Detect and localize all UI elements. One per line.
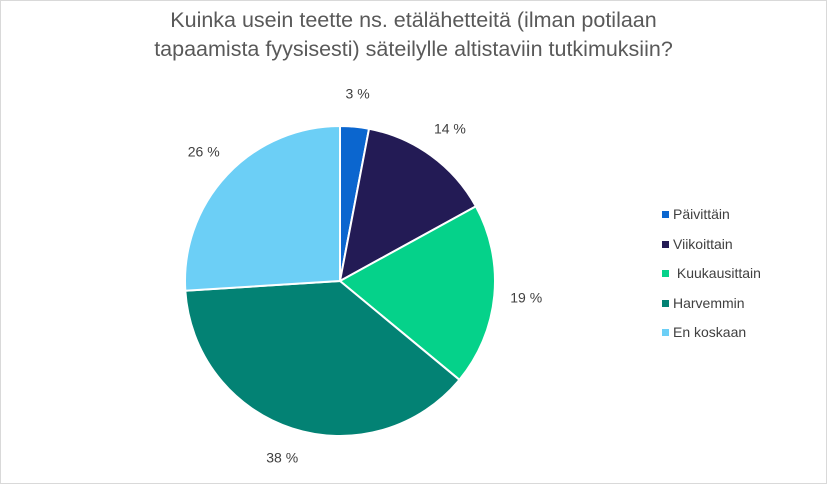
data-label-paivittain: 3 % (346, 86, 370, 102)
data-label-harvemmin: 38 % (266, 450, 298, 466)
data-label-en-koskaan: 26 % (188, 144, 220, 160)
legend-item-kuukausittain: Kuukausittain (662, 264, 761, 294)
legend-label-harvemmin: Harvemmin (673, 294, 745, 311)
legend-item-paivittain: Päivittäin (662, 205, 730, 235)
chart-title-line-1: Kuinka usein teette ns. etälähetteitä (i… (170, 8, 657, 32)
legend-swatch-paivittain (662, 211, 669, 218)
legend-label-viikoittain: Viikoittain (673, 235, 733, 252)
pie-slice-harvemmin (184, 279, 461, 437)
pie-slice-kuukausittain (338, 204, 496, 382)
pie-slice-viikoittain (338, 127, 478, 283)
data-label-kuukausittain: 19 % (510, 289, 542, 305)
data-label-viikoittain: 14 % (434, 120, 466, 136)
pie-slices (184, 124, 496, 437)
legend-label-en-koskaan: En koskaan (673, 324, 747, 340)
legend-swatch-en-koskaan (662, 329, 669, 336)
legend-label-kuukausittain: Kuukausittain (673, 265, 761, 281)
chart-legend: Päivittäin Viikoittain Kuukausittain Har… (662, 205, 761, 353)
legend-swatch-viikoittain (662, 240, 669, 248)
legend-swatch-kuukausittain (662, 270, 669, 277)
chart-title: Kuinka usein teette ns. etälähetteitä (i… (0, 6, 827, 64)
legend-label-paivittain: Päivittäin (673, 206, 730, 222)
legend-swatch-harvemmin (662, 299, 669, 307)
legend-item-en-koskaan: En koskaan (662, 323, 746, 353)
pie-data-labels: 3 % 14 % 19 % 38 % 26 % (188, 86, 542, 466)
legend-item-viikoittain: Viikoittain (662, 235, 733, 265)
pie-slice-en-koskaan (184, 124, 341, 292)
chart-title-line-2: tapaamista fyysisesti) säteilylle altist… (154, 37, 673, 61)
legend-item-harvemmin: Harvemmin (662, 294, 745, 324)
